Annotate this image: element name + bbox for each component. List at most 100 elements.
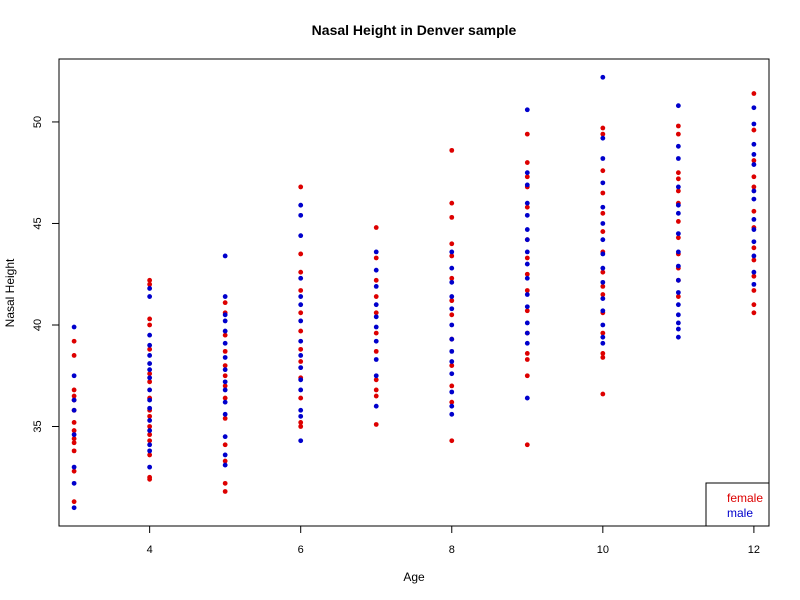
data-point-male xyxy=(675,103,681,109)
data-point-female xyxy=(751,245,757,251)
data-point-male xyxy=(147,286,153,291)
data-point-female xyxy=(675,188,681,194)
data-point-female xyxy=(222,348,228,354)
data-point-male xyxy=(524,182,530,188)
data-point-male xyxy=(449,371,455,377)
data-point-male xyxy=(524,320,530,326)
data-point-male xyxy=(600,204,606,210)
data-point-male xyxy=(71,407,77,413)
data-point-male xyxy=(222,434,228,440)
data-point-male xyxy=(449,306,455,312)
data-point-female xyxy=(147,424,153,429)
data-point-male xyxy=(675,326,681,332)
data-point-male xyxy=(600,265,606,271)
data-point-male xyxy=(298,407,304,413)
data-point-male xyxy=(298,294,304,299)
data-point-male xyxy=(524,261,530,267)
data-point-male xyxy=(298,387,304,393)
data-point-male xyxy=(524,200,530,206)
data-point-female xyxy=(524,271,530,277)
data-point-female xyxy=(147,413,153,419)
data-point-female xyxy=(373,310,379,316)
data-point-male xyxy=(751,188,757,194)
data-point-male xyxy=(71,505,77,511)
data-point-female xyxy=(449,214,455,220)
data-point-male xyxy=(751,196,757,202)
data-point-male xyxy=(524,304,530,310)
data-point-male xyxy=(675,156,681,161)
data-point-male xyxy=(147,397,153,403)
data-point-female xyxy=(524,174,530,180)
data-point-female xyxy=(751,158,757,163)
data-point-female xyxy=(751,257,757,263)
data-point-female xyxy=(751,273,757,279)
chart-title: Nasal Height in Denver sample xyxy=(312,22,517,38)
data-point-male xyxy=(675,249,681,255)
data-point-female xyxy=(675,235,681,241)
data-point-female xyxy=(71,436,77,442)
data-point-male xyxy=(222,379,228,385)
data-point-female xyxy=(373,277,379,283)
data-point-male xyxy=(298,233,304,239)
data-point-female xyxy=(600,330,606,336)
legend-entry-female: female xyxy=(727,491,763,505)
data-point-male xyxy=(751,121,757,127)
data-point-male xyxy=(449,359,455,364)
data-point-male xyxy=(524,170,530,176)
data-point-female xyxy=(600,125,606,131)
data-point-male xyxy=(524,107,530,113)
data-point-female xyxy=(751,208,757,214)
data-point-male xyxy=(751,239,757,245)
data-point-male xyxy=(600,296,606,301)
data-point-female xyxy=(71,499,77,505)
data-point-female xyxy=(373,393,379,399)
data-point-male xyxy=(449,265,455,271)
y-axis: 35 40 45 50 xyxy=(32,116,59,433)
data-point-female xyxy=(449,275,455,281)
data-point-male xyxy=(298,338,304,344)
data-point-male xyxy=(71,464,77,470)
data-point-female xyxy=(71,448,77,454)
data-point-female xyxy=(147,432,153,438)
data-point-female xyxy=(449,363,455,368)
data-point-female xyxy=(298,269,304,275)
data-point-male xyxy=(524,249,530,255)
data-point-female xyxy=(222,363,228,368)
data-point-female xyxy=(222,458,228,464)
data-point-male xyxy=(600,322,606,328)
data-point-female xyxy=(449,298,455,304)
data-point-male xyxy=(600,221,606,226)
data-point-female xyxy=(600,210,606,216)
data-point-male xyxy=(524,330,530,336)
data-point-male xyxy=(600,74,606,80)
data-point-female xyxy=(222,395,228,401)
data-point-male xyxy=(222,399,228,405)
data-point-male xyxy=(147,442,153,448)
data-point-male xyxy=(373,314,379,320)
data-point-male xyxy=(147,361,153,366)
data-point-male xyxy=(373,249,379,255)
data-point-female xyxy=(373,255,379,261)
data-point-female xyxy=(373,225,379,230)
data-point-male xyxy=(71,432,77,438)
data-point-male xyxy=(222,462,228,468)
data-point-female xyxy=(298,395,304,401)
data-point-male xyxy=(524,212,530,218)
data-point-female xyxy=(298,420,304,425)
data-point-female xyxy=(222,489,228,494)
data-point-male xyxy=(751,227,757,232)
data-point-male xyxy=(222,253,228,259)
data-point-male xyxy=(147,418,153,423)
x-axis-label: Age xyxy=(403,570,425,584)
data-point-female xyxy=(222,383,228,389)
data-point-male xyxy=(675,290,681,295)
data-point-female xyxy=(147,322,153,328)
data-point-male xyxy=(298,318,304,324)
data-point-female xyxy=(71,393,77,399)
data-point-female xyxy=(524,160,530,165)
data-point-female xyxy=(600,190,606,196)
data-point-female xyxy=(600,391,606,397)
legend: female male xyxy=(705,482,770,527)
data-point-male xyxy=(71,397,77,403)
data-point-male xyxy=(222,387,228,393)
